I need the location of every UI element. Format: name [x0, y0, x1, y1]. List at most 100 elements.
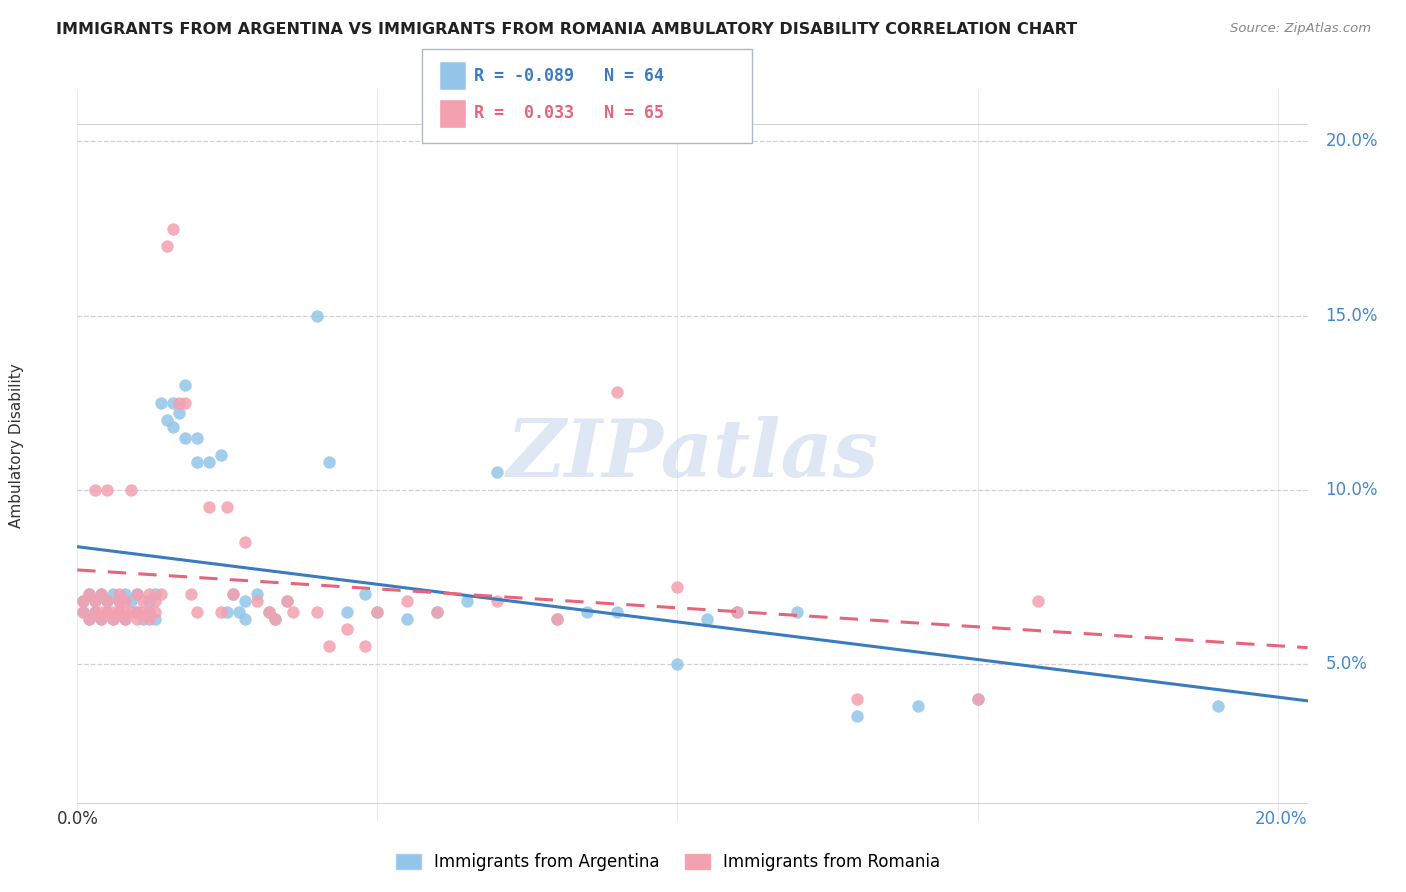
Point [222, 587, 245, 601]
Point [307, 309, 329, 323]
Point [114, 594, 136, 608]
Point [846, 709, 869, 723]
Point [143, 587, 166, 601]
Point [120, 594, 142, 608]
Point [72, 605, 94, 619]
Point [174, 395, 197, 409]
Text: R =  0.033   N = 65: R = 0.033 N = 65 [474, 104, 664, 122]
Point [606, 605, 628, 619]
Point [84, 605, 107, 619]
Point [264, 612, 287, 626]
Point [396, 594, 419, 608]
Point [96, 605, 118, 619]
Point [114, 612, 136, 626]
Point [150, 395, 173, 409]
Point [72, 605, 94, 619]
Point [138, 612, 160, 626]
Text: 20.0%: 20.0% [1256, 810, 1308, 828]
Point [114, 587, 136, 601]
Point [606, 385, 628, 400]
Point [127, 587, 149, 601]
Point [84, 594, 107, 608]
Point [354, 587, 377, 601]
Point [666, 580, 689, 594]
Point [103, 612, 125, 626]
Point [90, 612, 112, 626]
Point [426, 605, 449, 619]
Point [198, 455, 221, 469]
Point [366, 605, 388, 619]
Point [120, 605, 142, 619]
Point [186, 605, 208, 619]
Point [79, 612, 101, 626]
Point [143, 612, 166, 626]
Point [127, 605, 149, 619]
Point [108, 587, 131, 601]
Point [90, 612, 112, 626]
Point [1026, 594, 1049, 608]
Point [156, 413, 179, 427]
Point [132, 605, 155, 619]
Point [1206, 698, 1229, 713]
Point [138, 594, 160, 608]
Point [72, 594, 94, 608]
Point [132, 612, 155, 626]
Point [79, 587, 101, 601]
Point [162, 420, 184, 434]
Point [354, 640, 377, 654]
Point [486, 466, 509, 480]
Point [235, 612, 257, 626]
Point [426, 605, 449, 619]
Point [96, 605, 118, 619]
Point [114, 612, 136, 626]
Point [143, 605, 166, 619]
Point [209, 448, 232, 462]
Point [318, 640, 340, 654]
Point [727, 605, 749, 619]
Point [127, 587, 149, 601]
Point [138, 605, 160, 619]
Point [198, 500, 221, 515]
Point [259, 605, 281, 619]
Point [90, 605, 112, 619]
Point [228, 605, 250, 619]
Point [307, 605, 329, 619]
Text: Source: ZipAtlas.com: Source: ZipAtlas.com [1230, 22, 1371, 36]
Point [169, 406, 191, 420]
Point [127, 612, 149, 626]
Point [276, 594, 298, 608]
Text: 0.0%: 0.0% [56, 810, 98, 828]
Point [186, 430, 208, 444]
Point [127, 605, 149, 619]
Point [366, 605, 388, 619]
Point [84, 594, 107, 608]
Point [283, 605, 305, 619]
Point [150, 587, 173, 601]
Point [209, 605, 232, 619]
Point [546, 612, 568, 626]
Point [336, 622, 359, 636]
Point [966, 691, 988, 706]
Point [174, 430, 197, 444]
Point [486, 594, 509, 608]
Point [114, 605, 136, 619]
Point [259, 605, 281, 619]
Point [96, 483, 118, 497]
Text: R = -0.089   N = 64: R = -0.089 N = 64 [474, 67, 664, 85]
Text: IMMIGRANTS FROM ARGENTINA VS IMMIGRANTS FROM ROMANIA AMBULATORY DISABILITY CORRE: IMMIGRANTS FROM ARGENTINA VS IMMIGRANTS … [56, 22, 1077, 37]
Point [180, 587, 202, 601]
Point [186, 455, 208, 469]
Point [222, 587, 245, 601]
Point [96, 594, 118, 608]
Point [90, 587, 112, 601]
Legend: Immigrants from Argentina, Immigrants from Romania: Immigrants from Argentina, Immigrants fr… [389, 847, 946, 878]
Point [546, 612, 568, 626]
Point [79, 587, 101, 601]
Point [235, 594, 257, 608]
Text: ZIPatlas: ZIPatlas [506, 417, 879, 493]
Text: Ambulatory Disability: Ambulatory Disability [10, 364, 24, 528]
Point [264, 612, 287, 626]
Point [143, 594, 166, 608]
Point [132, 594, 155, 608]
Point [90, 587, 112, 601]
